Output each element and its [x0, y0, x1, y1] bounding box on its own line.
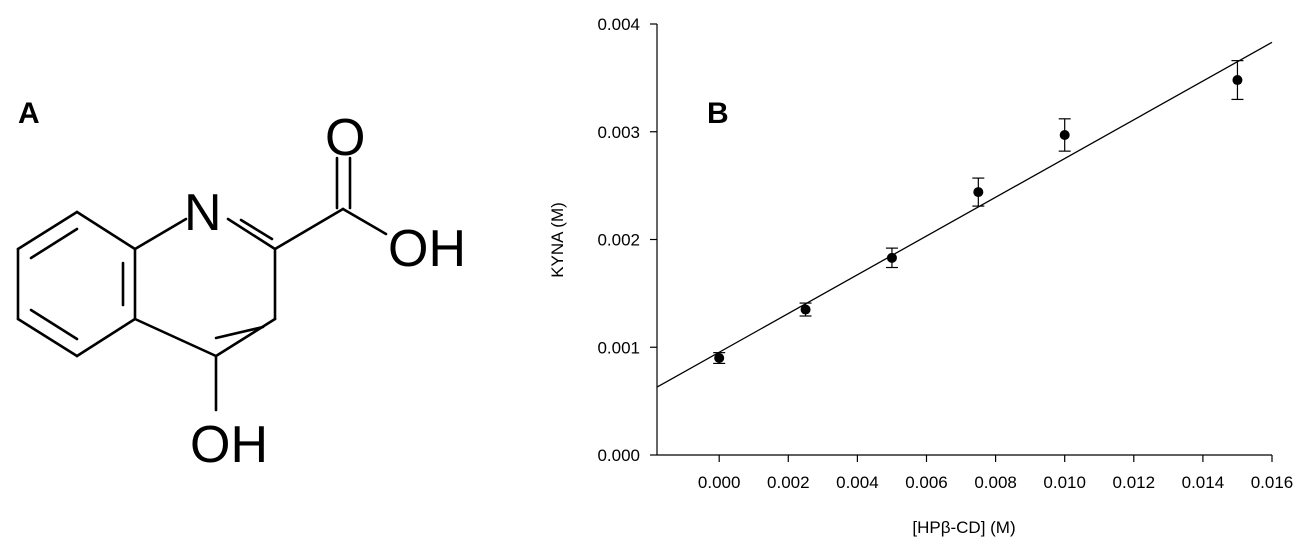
double-bond-inner: [239, 218, 274, 241]
y-tick-label: 0.004: [597, 15, 640, 34]
double-bond-inner: [29, 308, 79, 341]
x-tick-label: 0.016: [1251, 473, 1294, 492]
x-axis-title: [HPβ-CD] (M): [912, 518, 1015, 537]
bond: [133, 317, 218, 358]
carbonyl-oxygen-atom: O: [325, 109, 365, 167]
kynurenic-acid-structure: [16, 156, 388, 412]
y-tick-label: 0.001: [597, 338, 640, 357]
panel-a-label: A: [18, 97, 40, 130]
y-tick-label: 0.002: [597, 231, 640, 250]
panel-b-chart: B 0.000 0.002 0.004 0.006 0.008 0.010 0.012 0.0…: [548, 15, 1293, 537]
bond: [16, 317, 79, 358]
data-points: [713, 60, 1244, 365]
bond: [16, 210, 79, 251]
data-point: [1232, 75, 1243, 86]
x-tick-label: 0.012: [1113, 473, 1156, 492]
y-tick-label: 0.000: [597, 446, 640, 465]
y-axis-title: KYNA (M): [548, 202, 567, 278]
x-tick-label: 0.004: [836, 473, 879, 492]
bond: [133, 217, 188, 251]
panel-b-label: B: [707, 97, 729, 130]
x-tick-label: 0.006: [905, 473, 948, 492]
fit-line: [656, 41, 1273, 388]
data-point: [1059, 129, 1070, 140]
data-point: [714, 353, 725, 364]
double-bond-inner: [29, 227, 79, 260]
data-point: [886, 252, 897, 263]
bond: [226, 217, 277, 251]
x-tick-label: 0.000: [698, 473, 741, 492]
panel-a: A: [16, 97, 466, 474]
x-tick-label: 0.008: [974, 473, 1017, 492]
ring-hydroxyl-group: OH: [190, 416, 268, 474]
data-point: [800, 304, 811, 315]
acid-hydroxyl-group: OH: [388, 220, 466, 278]
data-point: [973, 187, 984, 198]
bond: [273, 207, 345, 251]
bond: [214, 317, 277, 358]
bond: [75, 317, 137, 358]
axes: [656, 24, 1272, 456]
y-tick-label: 0.003: [597, 123, 640, 142]
x-tick-label: 0.014: [1182, 473, 1225, 492]
x-tick-label: 0.002: [767, 473, 810, 492]
x-ticks: 0.000 0.002 0.004 0.006 0.008 0.010 0.012 0.014…: [698, 455, 1293, 492]
nitrogen-atom: N: [184, 184, 222, 242]
double-bond-inner: [214, 325, 265, 340]
bond: [75, 210, 137, 251]
y-ticks: 0.000 0.001 0.002 0.003 0.004: [597, 15, 657, 465]
bond: [341, 207, 388, 236]
x-tick-label: 0.010: [1043, 473, 1086, 492]
